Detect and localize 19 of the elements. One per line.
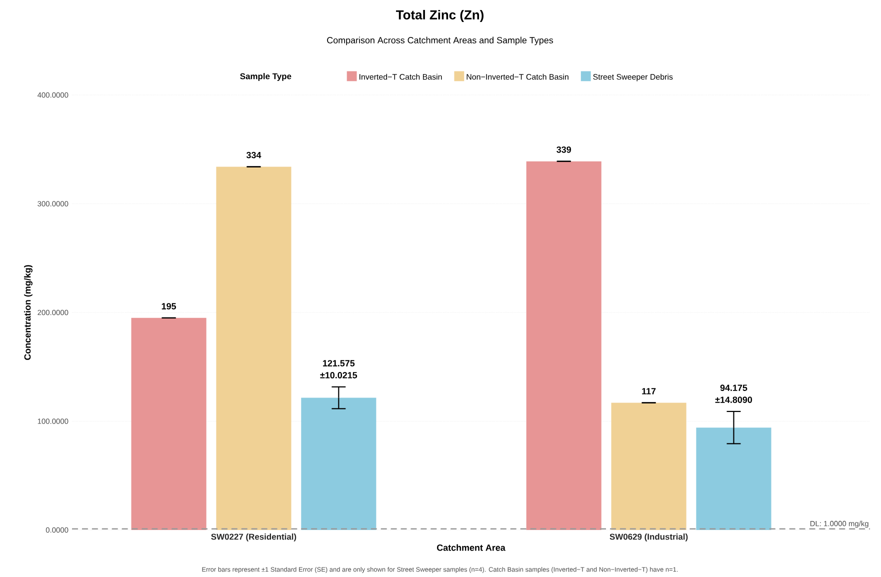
data-label: 94.175 ±14.8090 [715,384,752,403]
bar [526,161,602,530]
data-label: 339 [556,146,571,153]
bar [216,166,292,530]
data-label: 121.575 ±10.0215 [320,360,358,378]
data-label: 117 [642,388,656,394]
y-axis-title: Concentration (mg/kg) [24,265,32,360]
x-axis-title: Catchment Area [437,544,506,551]
data-label: 334 [246,152,262,158]
x-tick-label: SW0629 (Industrial) [610,534,688,542]
bar [131,318,206,530]
data-label: 195 [162,303,176,310]
bar [696,428,772,530]
chart-subtitle: Comparison Across Catchment Areas and Sample Types [327,36,554,46]
chart-title: Total Zinc (Zn) [396,10,484,22]
x-tick-label: SW0227 (Residential) [211,534,296,542]
bar [301,398,376,530]
legend-title: Sample Type [240,73,292,81]
bar [611,402,686,530]
